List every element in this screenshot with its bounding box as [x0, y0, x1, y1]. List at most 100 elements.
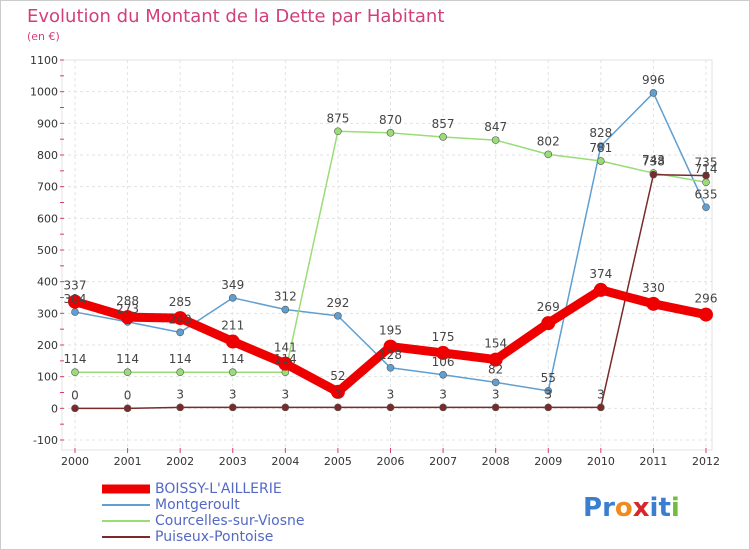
legend-item-3: Puiseux-Pontoise	[102, 529, 273, 545]
data-point	[334, 312, 342, 320]
data-point	[439, 403, 447, 412]
data-label: 3	[597, 387, 605, 401]
data-label: 175	[432, 330, 455, 344]
legend-item-0: BOISSY-L'AILLERIE	[102, 481, 282, 497]
x-tick-label: 2004	[271, 455, 299, 468]
data-point	[123, 368, 132, 377]
data-label: 635	[695, 187, 718, 201]
data-label: 0	[71, 388, 79, 402]
data-label: 304	[64, 292, 87, 306]
data-label: 273	[116, 302, 139, 316]
data-label: 292	[326, 296, 349, 310]
y-tick-label: 1000	[30, 86, 58, 99]
data-point	[173, 311, 188, 326]
brand-letter: i	[671, 493, 680, 523]
data-label: 781	[589, 141, 612, 155]
data-point	[228, 368, 237, 377]
y-tick-label: 100	[37, 371, 58, 384]
data-point	[71, 308, 79, 316]
data-point	[439, 133, 447, 141]
data-point	[491, 403, 500, 412]
x-tick-label: 2003	[219, 455, 247, 468]
brand-letter: r	[602, 493, 615, 523]
data-label: 285	[169, 295, 192, 309]
x-tick-label: 2002	[166, 455, 194, 468]
brand-letter: i	[650, 493, 659, 523]
data-point	[597, 157, 605, 165]
data-label: 3	[282, 387, 290, 401]
y-tick-label: 500	[37, 244, 58, 257]
y-tick-label: 600	[37, 212, 58, 225]
y-tick-label: 0	[51, 402, 58, 415]
data-label: 3	[334, 387, 342, 401]
chart-subtitle: (en €)	[27, 30, 60, 43]
data-label: 3	[229, 387, 237, 401]
data-label: 738	[642, 155, 665, 169]
data-point	[281, 403, 290, 412]
data-label: 269	[537, 300, 560, 314]
legend-label: Courcelles-sur-Viosne	[155, 513, 304, 529]
data-point	[176, 403, 184, 412]
data-label: 349	[221, 278, 244, 292]
x-tick-label: 2001	[114, 455, 142, 468]
x-tick-label: 2010	[587, 455, 615, 468]
data-label: 114	[274, 352, 297, 366]
data-label: 714	[695, 162, 718, 176]
data-point	[281, 305, 290, 314]
data-labels: 304 273 240 349 312 292 128 106 82 55 828 996 635 114…	[64, 73, 718, 402]
data-point	[386, 363, 395, 372]
data-label: 240	[169, 312, 192, 326]
data-label: 55	[541, 371, 556, 385]
data-point	[488, 352, 503, 367]
data-label: 0	[124, 388, 132, 402]
data-point	[649, 89, 658, 97]
legend-label: Puiseux-Pontoise	[155, 529, 273, 545]
data-point	[386, 129, 395, 137]
data-label: 847	[484, 120, 507, 134]
data-point	[541, 316, 556, 331]
data-point	[544, 150, 553, 159]
data-point	[702, 178, 710, 187]
data-label: 735	[695, 156, 718, 170]
x-tick-label: 2005	[324, 455, 352, 468]
data-label: 128	[379, 348, 402, 362]
data-point	[597, 142, 605, 150]
data-label: 996	[642, 73, 665, 87]
data-point	[68, 294, 82, 309]
legend-label: BOISSY-L'AILLERIE	[155, 481, 282, 497]
data-point	[71, 368, 79, 377]
data-point	[699, 307, 713, 322]
data-label: 288	[116, 294, 139, 308]
data-point	[491, 378, 500, 387]
series-0	[68, 282, 713, 399]
x-tick-label: 2000	[61, 455, 89, 468]
data-point	[176, 328, 184, 337]
axes: -100010020030040050060070080090010001100…	[30, 54, 720, 468]
data-point	[383, 339, 398, 354]
data-label: 114	[221, 352, 244, 366]
data-label: 3	[439, 387, 447, 401]
brand-letter: P	[583, 493, 602, 523]
data-point	[120, 310, 135, 325]
brand-letter: o	[615, 493, 633, 523]
data-point	[544, 387, 553, 395]
data-label: 211	[221, 319, 244, 333]
data-point	[228, 403, 237, 412]
data-label: 3	[387, 387, 395, 401]
y-tick-label: 800	[37, 149, 58, 162]
data-label: 870	[379, 113, 402, 127]
data-label: 3	[492, 387, 500, 401]
x-tick-label: 2008	[482, 455, 510, 468]
data-point	[228, 294, 237, 302]
data-label: 52	[330, 369, 345, 383]
y-tick-label: 300	[37, 307, 58, 320]
data-label: 875	[326, 111, 349, 125]
data-label: 337	[64, 279, 87, 293]
proxiti-logo: Proxiti	[583, 493, 680, 523]
data-point	[386, 403, 395, 412]
legend-item-2: Courcelles-sur-Viosne	[102, 513, 304, 529]
x-tick-label: 2011	[639, 455, 667, 468]
data-label: 114	[169, 352, 192, 366]
data-point	[123, 404, 132, 413]
data-label: 857	[432, 117, 455, 131]
